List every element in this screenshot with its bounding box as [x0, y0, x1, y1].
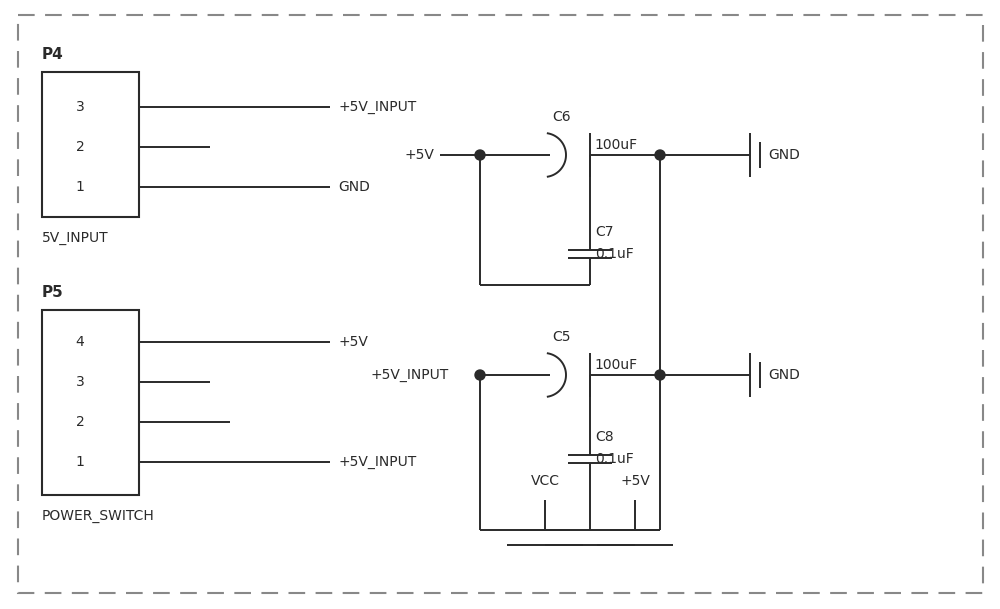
Bar — [42, 72, 139, 217]
Text: 5V_INPUT: 5V_INPUT — [42, 231, 109, 245]
Text: GND: GND — [768, 368, 800, 382]
Text: +5V: +5V — [620, 474, 650, 488]
Text: P5: P5 — [42, 285, 64, 300]
Text: GND: GND — [338, 180, 370, 194]
Text: VCC: VCC — [530, 474, 560, 488]
Text: GND: GND — [768, 148, 800, 162]
Circle shape — [475, 150, 485, 160]
Text: 0.1uF: 0.1uF — [595, 452, 634, 466]
Text: POWER_SWITCH: POWER_SWITCH — [42, 509, 155, 523]
Bar — [42, 310, 139, 495]
Text: 4: 4 — [76, 335, 84, 349]
Text: 1: 1 — [76, 180, 84, 194]
Text: +5V_INPUT: +5V_INPUT — [370, 368, 448, 382]
Text: C5: C5 — [552, 330, 570, 344]
Text: +5V: +5V — [405, 148, 435, 162]
Text: 3: 3 — [76, 375, 84, 389]
Text: C6: C6 — [552, 110, 571, 124]
Text: 100uF: 100uF — [594, 138, 637, 152]
Text: +5V_INPUT: +5V_INPUT — [338, 455, 416, 469]
Text: 0.1uF: 0.1uF — [595, 247, 634, 261]
Circle shape — [475, 370, 485, 380]
Text: 1: 1 — [76, 455, 84, 469]
Text: +5V: +5V — [338, 335, 368, 349]
Text: P4: P4 — [42, 47, 64, 62]
Circle shape — [655, 370, 665, 380]
Text: 2: 2 — [76, 140, 84, 154]
Text: 3: 3 — [76, 100, 84, 114]
Text: +5V_INPUT: +5V_INPUT — [338, 100, 416, 114]
Text: 100uF: 100uF — [594, 358, 637, 372]
Text: C7: C7 — [595, 225, 614, 239]
Circle shape — [655, 150, 665, 160]
Text: 2: 2 — [76, 415, 84, 429]
Text: C8: C8 — [595, 430, 614, 444]
